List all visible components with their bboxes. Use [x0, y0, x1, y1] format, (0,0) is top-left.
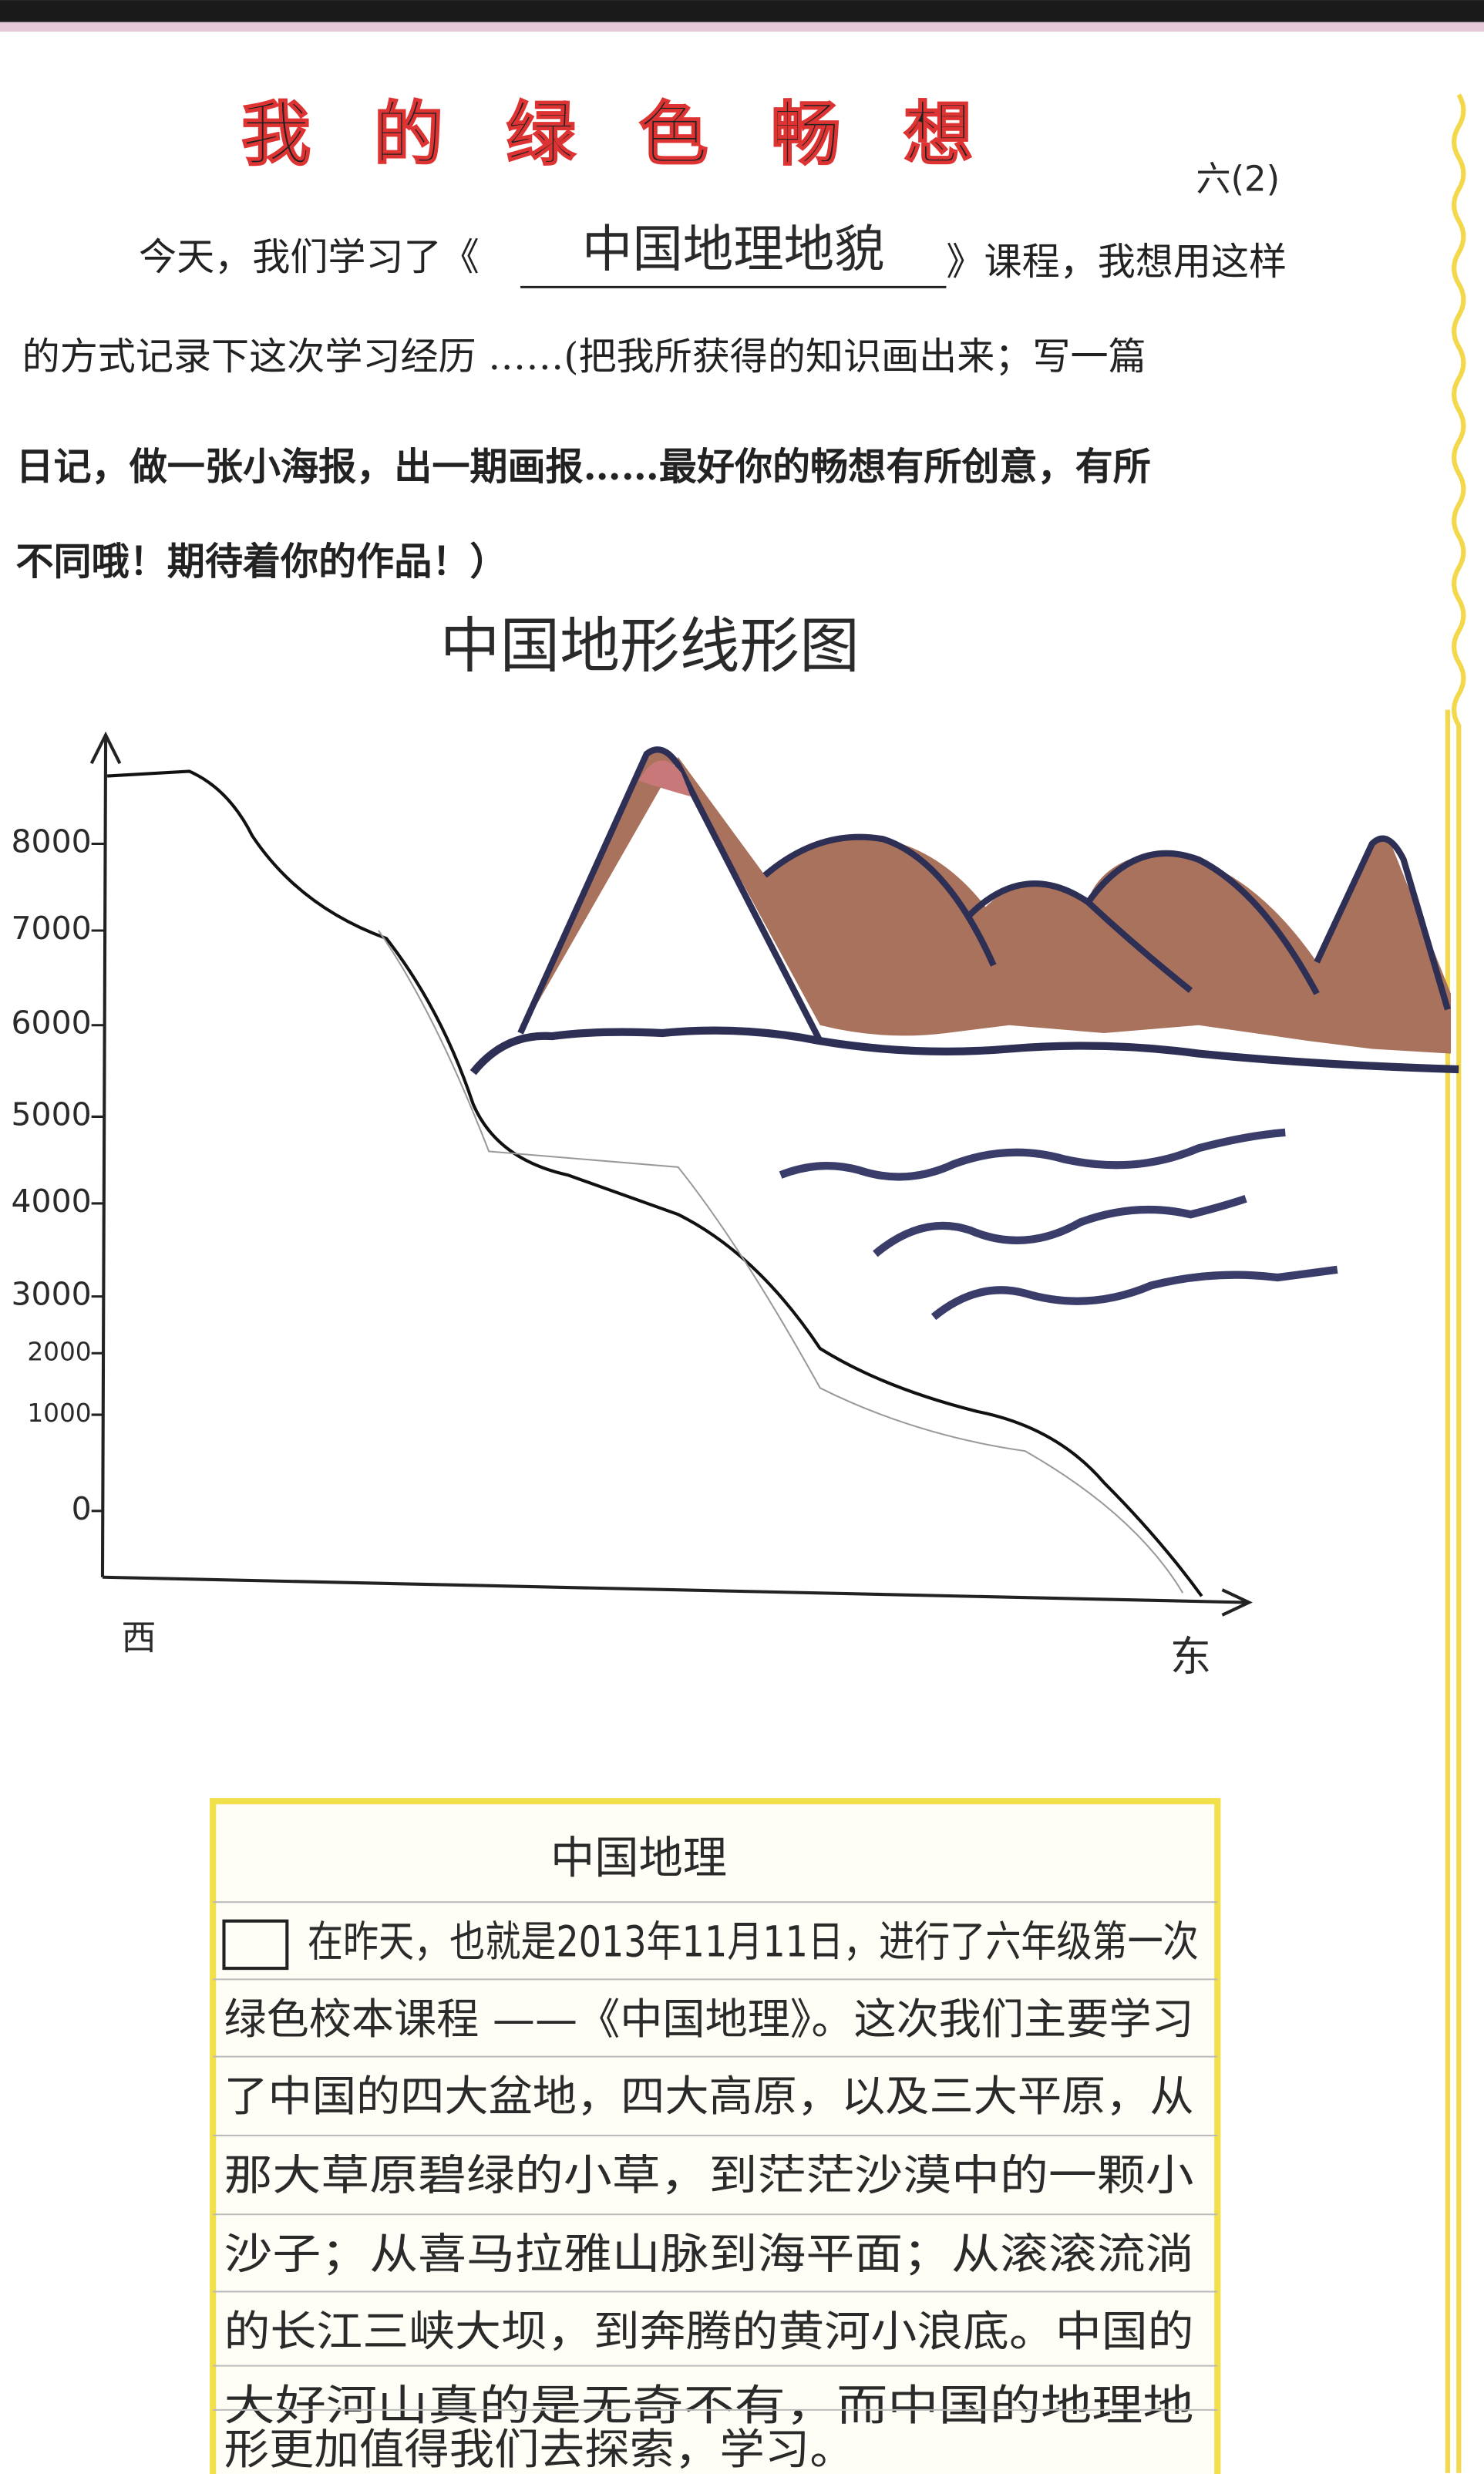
- y-label: 2000: [27, 1337, 91, 1366]
- terrain-profile: [106, 769, 1203, 1597]
- mountain: [520, 749, 1452, 1054]
- y-label: 7000: [12, 910, 92, 947]
- y-label: 6000: [12, 1005, 92, 1042]
- intro-text: 的方式记录下这次学习经历 ……(把我所获得的知识画出来；写一篇: [22, 334, 1146, 379]
- wave: [873, 1194, 1247, 1257]
- y-label: 0: [72, 1490, 92, 1527]
- terrain-sketch: [378, 930, 1184, 1594]
- indent-mark: [222, 1919, 289, 1971]
- essay-line: 形更加值得我们去探索，学习。: [224, 2425, 854, 2474]
- essay-line: 绿色校本课程 ——《中国地理》。这次我们主要学习: [224, 1995, 1193, 2045]
- east-label: 东: [1170, 1633, 1211, 1681]
- x-axis: [102, 1575, 1247, 1604]
- y-label: 3000: [12, 1276, 92, 1313]
- essay-line: 大好河山真的是无奇不有，而中国的地理地: [224, 2381, 1193, 2431]
- peak: [638, 760, 692, 797]
- wave: [930, 1265, 1338, 1321]
- essay-box: [210, 1798, 1221, 2474]
- intro-text: 不同哦！期待着你的作品！）: [15, 539, 507, 584]
- intro-text: 今天，我们学习了《: [139, 234, 480, 279]
- mountain-outline: [469, 1026, 1459, 1075]
- arrow: [1221, 1588, 1253, 1617]
- arrow: [89, 731, 122, 765]
- border: [1452, 93, 1466, 2473]
- essay-title: 中国地理: [550, 1833, 727, 1884]
- west-label: 西: [122, 1617, 156, 1658]
- course-name: 中国地理地貌: [582, 220, 885, 278]
- y-label: 4000: [12, 1183, 92, 1220]
- class-mark: 六(2): [1196, 158, 1280, 199]
- scan-edge: [0, 22, 1484, 32]
- header-title: 我的绿色畅想: [241, 94, 1036, 175]
- drawing-title: 中国地形线形图: [440, 611, 860, 681]
- intro-text: 》课程，我想用这样: [946, 239, 1287, 284]
- y-label: 5000: [12, 1096, 92, 1133]
- y-label: 8000: [12, 823, 92, 860]
- intro-text: 日记，做一张小海报，出一期画报……最好你的畅想有所创意，有所: [15, 444, 1150, 489]
- y-label: 1000: [27, 1399, 91, 1428]
- y-axis: [100, 738, 108, 1577]
- scan-edge: [0, 0, 1484, 22]
- essay-line: 了中国的四大盆地，四大高原，以及三大平原，从: [224, 2072, 1193, 2122]
- essay-line: 那大草原碧绿的小草，到茫茫沙漠中的一颗小: [224, 2151, 1193, 2200]
- essay-line: 在昨天，也就是2013年11月11日，进行了六年级第一次: [308, 1918, 1199, 1967]
- essay-line: 的长江三峡大坝，到奔腾的黄河小浪底。中国的: [224, 2307, 1193, 2357]
- wave: [779, 1128, 1286, 1181]
- mountain-outline: [517, 746, 1451, 1043]
- essay-line: 沙子；从喜马拉雅山脉到海平面；从滚滚流淌: [224, 2230, 1193, 2280]
